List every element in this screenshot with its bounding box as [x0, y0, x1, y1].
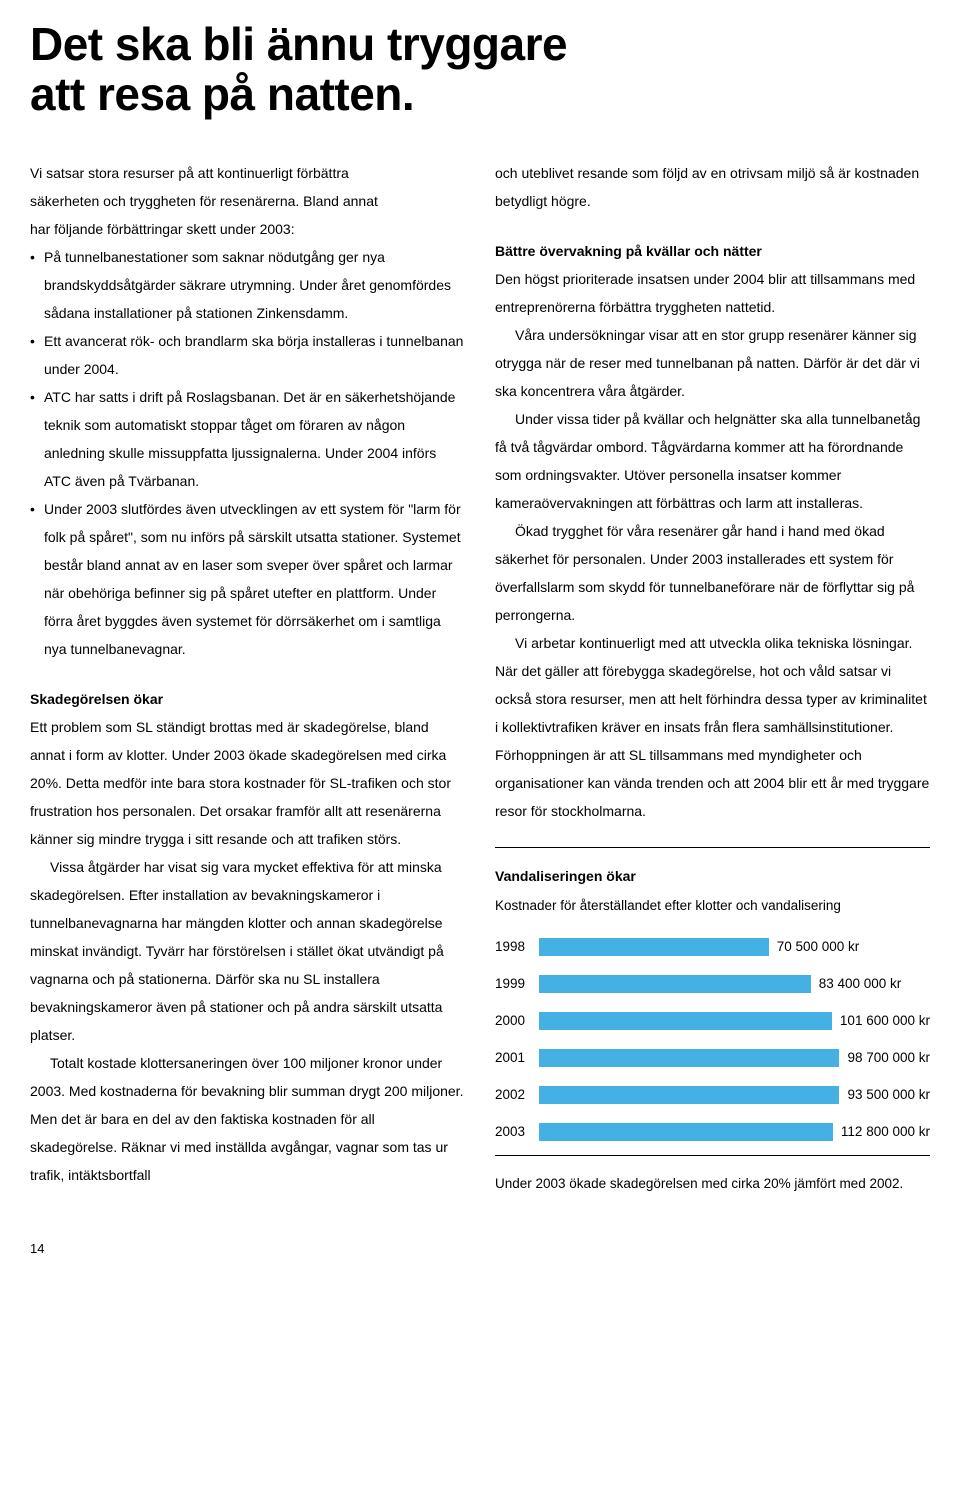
chart-caption: Under 2003 ökade skadegörelsen med cirka…	[495, 1170, 930, 1197]
bar-value-label: 112 800 000 kr	[841, 1118, 930, 1145]
bar-value-label: 70 500 000 kr	[777, 933, 860, 960]
bar-track: 70 500 000 kr	[539, 933, 930, 960]
left-p3: Totalt kostade klottersaneringen över 10…	[30, 1049, 465, 1189]
bar-year: 2002	[495, 1081, 539, 1108]
bar-row: 2002 93 500 000 kr	[495, 1081, 930, 1108]
bullet-dot-icon: •	[30, 327, 44, 383]
bar-row: 2001 98 700 000 kr	[495, 1044, 930, 1071]
right-p4: Ökad trygghet för våra resenärer går han…	[495, 517, 930, 629]
right-column: och uteblivet resande som följd av en ot…	[495, 159, 930, 1197]
bar-row: 2003 112 800 000 kr	[495, 1118, 930, 1145]
subhead-overvakning: Bättre övervakning på kvällar och nätter	[495, 237, 930, 265]
headline-line-1: Det ska bli ännu tryggare	[30, 18, 567, 70]
left-p1: Ett problem som SL ständigt brottas med …	[30, 713, 465, 853]
bullet-dot-icon: •	[30, 243, 44, 327]
chart-divider-top	[495, 847, 930, 848]
vandalism-chart: Vandaliseringen ökar Kostnader för åters…	[495, 862, 930, 1197]
bar-value-label: 93 500 000 kr	[847, 1081, 930, 1108]
bar-year: 1999	[495, 970, 539, 997]
bar-fill	[539, 1012, 832, 1030]
bar-value-label: 101 600 000 kr	[840, 1007, 930, 1034]
bar-track: 93 500 000 kr	[539, 1081, 930, 1108]
page-headline: Det ska bli ännu tryggare att resa på na…	[30, 20, 930, 119]
bar-track: 83 400 000 kr	[539, 970, 930, 997]
bar-fill	[539, 1086, 839, 1104]
bullet-text-3: ATC har satts i drift på Roslagsbanan. D…	[44, 383, 465, 495]
intro-line-3: har följande förbättringar skett under 2…	[30, 215, 465, 243]
bullet-item-3: • ATC har satts i drift på Roslagsbanan.…	[30, 383, 465, 495]
bullet-dot-icon: •	[30, 383, 44, 495]
bullet-text-2: Ett avancerat rök- och brandlarm ska bör…	[44, 327, 465, 383]
left-p2: Vissa åtgärder har visat sig vara mycket…	[30, 853, 465, 1049]
left-column: Vi satsar stora resurser på att kontinue…	[30, 159, 465, 1197]
headline-line-2: att resa på natten.	[30, 68, 414, 120]
bullet-text-4: Under 2003 slutfördes även utvecklingen …	[44, 495, 465, 663]
bar-value-label: 83 400 000 kr	[819, 970, 902, 997]
bar-track: 98 700 000 kr	[539, 1044, 930, 1071]
bar-year: 2003	[495, 1118, 539, 1145]
bullet-item-4: • Under 2003 slutfördes även utvecklinge…	[30, 495, 465, 663]
right-continuation: och uteblivet resande som följd av en ot…	[495, 159, 930, 215]
bar-value-label: 98 700 000 kr	[847, 1044, 930, 1071]
chart-divider-bottom	[495, 1155, 930, 1156]
chart-subtitle: Kostnader för återställandet efter klott…	[495, 892, 930, 919]
bar-year: 2001	[495, 1044, 539, 1071]
bar-track: 101 600 000 kr	[539, 1007, 930, 1034]
bar-fill	[539, 975, 811, 993]
intro-line-1: Vi satsar stora resurser på att kontinue…	[30, 159, 465, 187]
bar-fill	[539, 938, 769, 956]
right-p5: Vi arbetar kontinuerligt med att utveckl…	[495, 629, 930, 825]
bullet-item-2: • Ett avancerat rök- och brandlarm ska b…	[30, 327, 465, 383]
right-p3: Under vissa tider på kvällar och helgnät…	[495, 405, 930, 517]
chart-bars: 1998 70 500 000 kr 1999 83 400 000 kr 2000 10…	[495, 933, 930, 1145]
chart-title: Vandaliseringen ökar	[495, 862, 930, 890]
bar-year: 2000	[495, 1007, 539, 1034]
right-p2: Våra undersökningar visar att en stor gr…	[495, 321, 930, 405]
bar-fill	[539, 1049, 839, 1067]
bar-row: 2000 101 600 000 kr	[495, 1007, 930, 1034]
right-p1: Den högst prioriterade insatsen under 20…	[495, 265, 930, 321]
bar-year: 1998	[495, 933, 539, 960]
page-number: 14	[30, 1241, 930, 1256]
bullet-item-1: • På tunnelbanestationer som saknar nödu…	[30, 243, 465, 327]
bullet-text-1: På tunnelbanestationer som saknar nödutg…	[44, 243, 465, 327]
intro-line-2: säkerheten och tryggheten för resenärern…	[30, 187, 465, 215]
bar-row: 1999 83 400 000 kr	[495, 970, 930, 997]
bar-track: 112 800 000 kr	[539, 1118, 930, 1145]
subhead-skadegorelsen: Skadegörelsen ökar	[30, 685, 465, 713]
bar-row: 1998 70 500 000 kr	[495, 933, 930, 960]
two-column-body: Vi satsar stora resurser på att kontinue…	[30, 159, 930, 1197]
bullet-dot-icon: •	[30, 495, 44, 663]
bar-fill	[539, 1123, 833, 1141]
